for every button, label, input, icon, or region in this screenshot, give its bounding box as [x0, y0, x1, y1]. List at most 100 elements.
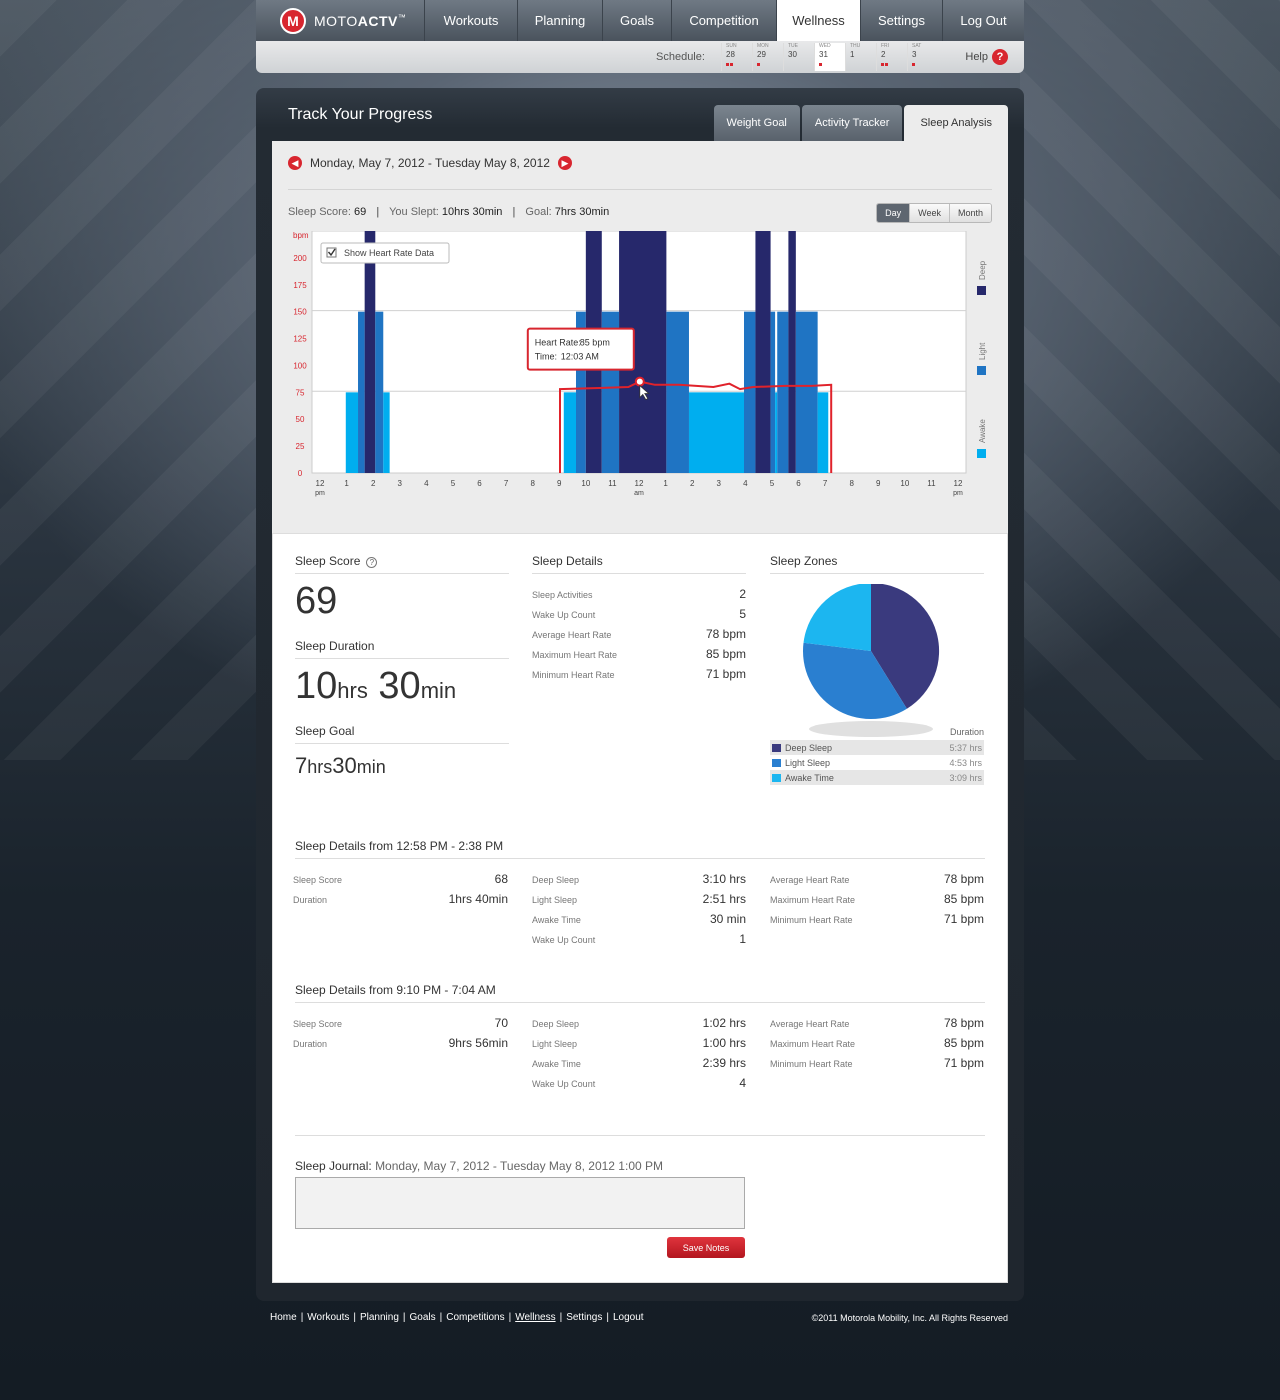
date-range-nav: ◀ Monday, May 7, 2012 - Tuesday May 8, 2…: [288, 156, 572, 170]
session-row: Minimum Heart Rate 71 bpm: [770, 912, 984, 926]
schedule-day-sat[interactable]: SAT 3: [907, 43, 938, 71]
save-notes-button[interactable]: Save Notes: [667, 1237, 745, 1258]
nav-competition[interactable]: Competition: [671, 0, 776, 41]
session-value: 4: [739, 1076, 746, 1090]
x-tick-label: 2: [690, 479, 695, 488]
heart-rate-line: [559, 380, 833, 473]
nav-workouts[interactable]: Workouts: [424, 0, 517, 41]
summary-score: 69: [354, 206, 367, 218]
day-name: TUE: [788, 43, 798, 49]
prev-date-arrow-icon[interactable]: ◀: [288, 156, 302, 170]
footer-link-home[interactable]: Home: [270, 1312, 297, 1323]
nav-settings[interactable]: Settings: [860, 0, 942, 41]
heart-rate-marker[interactable]: [634, 376, 645, 387]
session-row: Wake Up Count 4: [532, 1076, 746, 1090]
day-date: 29: [757, 50, 766, 59]
footer-link-logout[interactable]: Logout: [612, 1312, 644, 1323]
help-link[interactable]: Help ?: [965, 49, 1008, 65]
zone-row: Deep Sleep 5:37 hrs: [770, 740, 984, 755]
tab-weight-goal[interactable]: Weight Goal: [713, 105, 800, 141]
next-date-arrow-icon[interactable]: ▶: [557, 156, 572, 170]
session-row: Sleep Score 70: [293, 1016, 508, 1030]
x-tick-sublabel: am: [634, 490, 644, 497]
day-name: SUN: [726, 43, 737, 49]
session-row: Duration 1hrs 40min: [293, 892, 508, 906]
sleep-stage-bar-awake: [688, 392, 745, 473]
footer-link-workouts[interactable]: Workouts: [307, 1312, 350, 1323]
day-date: 1: [850, 50, 855, 59]
day-name: WED: [819, 43, 831, 49]
y-tick-label: 25: [296, 442, 305, 451]
brand[interactable]: M MOTOACTV™: [256, 0, 424, 41]
sleep-stage-bar-awake: [563, 392, 576, 473]
pie-slice-awake-time: [803, 584, 871, 651]
session-value: 2:39 hrs: [702, 1056, 746, 1070]
nav-logout[interactable]: Log Out: [942, 0, 1024, 41]
nav-goals[interactable]: Goals: [602, 0, 671, 41]
range-toggle: Day Week Month: [876, 203, 992, 223]
sleep-stage-bar-light: [777, 311, 789, 473]
footer-link-settings[interactable]: Settings: [566, 1312, 603, 1323]
footer-link-competitions[interactable]: Competitions: [446, 1312, 505, 1323]
tooltip-hr-label: Heart Rate:: [535, 338, 581, 348]
detail-value: 85 bpm: [705, 647, 746, 661]
tab-activity-tracker[interactable]: Activity Tracker: [801, 105, 903, 141]
footer-link-wellness[interactable]: Wellness: [515, 1312, 556, 1323]
zone-name: Light Sleep: [785, 757, 831, 768]
nav-wellness[interactable]: Wellness: [776, 0, 860, 41]
range-month-button[interactable]: Month: [948, 204, 991, 222]
activity-markers: [757, 59, 783, 66]
schedule-day-thu[interactable]: THU 1: [845, 43, 876, 71]
schedule-label: Schedule:: [656, 51, 705, 63]
x-tick-label: 11: [927, 479, 936, 488]
day-date: 30: [788, 50, 797, 59]
show-heart-rate-label: Show Heart Rate Data: [344, 248, 434, 258]
detail-label: Wake Up Count: [532, 610, 596, 620]
y-tick-label: 200: [293, 254, 307, 263]
sleep-zones-pie-chart: [802, 584, 940, 737]
nav-planning[interactable]: Planning: [517, 0, 602, 41]
sleep-journal-input[interactable]: [295, 1177, 745, 1229]
session-row: Deep Sleep 3:10 hrs: [532, 872, 746, 886]
x-tick-label: 9: [876, 479, 881, 488]
sleep-stage-bar-light: [575, 311, 586, 473]
sleep-stage-bar-deep: [788, 231, 796, 473]
background-decor-left: [0, 0, 260, 760]
sleep-detail-row: Average Heart Rate 78 bpm: [532, 627, 746, 641]
x-tick-label: 7: [504, 479, 509, 488]
footer-link-planning[interactable]: Planning: [359, 1312, 399, 1323]
page-title: Track Your Progress: [288, 106, 433, 123]
session-row: Duration 9hrs 56min: [293, 1036, 508, 1050]
schedule-day-sun[interactable]: SUN 28: [721, 43, 752, 71]
show-heart-rate-checkbox[interactable]: [326, 247, 337, 258]
sleep-graph-panel: ◀ Monday, May 7, 2012 - Tuesday May 8, 2…: [272, 141, 1008, 533]
x-tick-sublabel: pm: [315, 490, 325, 497]
sleep-detail-row: Sleep Activities 2: [532, 587, 746, 601]
sleep-goal-title: Sleep Goal: [295, 724, 509, 744]
schedule-day-mon[interactable]: MON 29: [752, 43, 783, 71]
footer-links: Home | Workouts | Planning | Goals | Competition…: [270, 1312, 644, 1323]
x-tick-label: 1: [663, 479, 668, 488]
x-tick-label: 12: [954, 479, 963, 488]
sleep-stage-bar-awake: [345, 392, 359, 473]
summary-slept: 10hrs 30min: [441, 206, 503, 218]
session-label: Sleep Score: [293, 1019, 343, 1029]
detail-value: 78 bpm: [705, 627, 746, 641]
x-tick-label: 9: [557, 479, 562, 488]
session-title: Sleep Details from 9:10 PM - 7:04 AM: [295, 983, 985, 1003]
question-icon[interactable]: ?: [366, 557, 378, 568]
x-tick-label: 10: [900, 479, 909, 488]
show-heart-rate-toggle[interactable]: [320, 242, 450, 264]
schedule-day-tue[interactable]: TUE 30: [783, 43, 814, 71]
tab-sleep-analysis[interactable]: Sleep Analysis: [904, 105, 1008, 141]
range-week-button[interactable]: Week: [909, 204, 949, 222]
activity-markers: [788, 59, 814, 63]
session-label: Deep Sleep: [532, 875, 580, 885]
schedule-day-wed[interactable]: WED 31: [814, 43, 845, 71]
range-day-button[interactable]: Day: [877, 204, 910, 222]
detail-value: 5: [739, 607, 746, 621]
schedule-day-fri[interactable]: FRI 2: [876, 43, 907, 71]
session-label: Light Sleep: [532, 895, 578, 905]
x-tick-label: 8: [530, 479, 535, 488]
footer-link-goals[interactable]: Goals: [409, 1312, 436, 1323]
